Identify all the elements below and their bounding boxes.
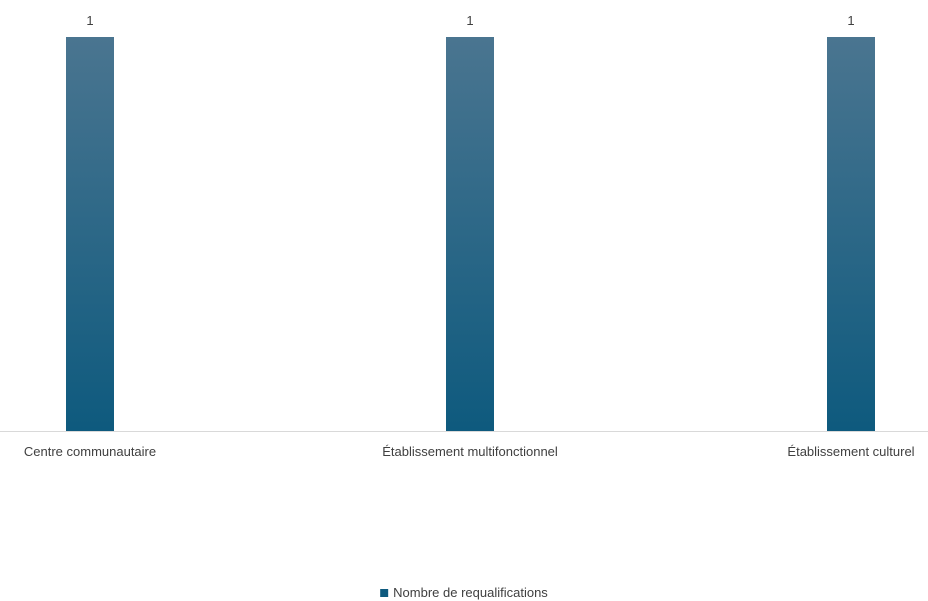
x-tick-label-2: Établissement multifonctionnel bbox=[382, 444, 558, 459]
data-labels-layer: 1 1 1 bbox=[86, 13, 854, 28]
bar-2 bbox=[446, 37, 494, 431]
legend-swatch bbox=[380, 589, 389, 597]
data-label-3: 1 bbox=[847, 13, 854, 28]
x-tick-label-3: Établissement culturel bbox=[787, 444, 914, 459]
bars-layer bbox=[66, 37, 875, 431]
data-label-1: 1 bbox=[86, 13, 93, 28]
legend: Nombre de requalifications bbox=[380, 585, 548, 600]
bar-3 bbox=[827, 37, 875, 431]
data-label-2: 1 bbox=[466, 13, 473, 28]
x-tick-label-1: Centre communautaire bbox=[24, 444, 156, 459]
bar-1 bbox=[66, 37, 114, 431]
x-tick-labels: Centre communautaire Établissement multif… bbox=[24, 444, 915, 459]
legend-label: Nombre de requalifications bbox=[393, 585, 548, 600]
